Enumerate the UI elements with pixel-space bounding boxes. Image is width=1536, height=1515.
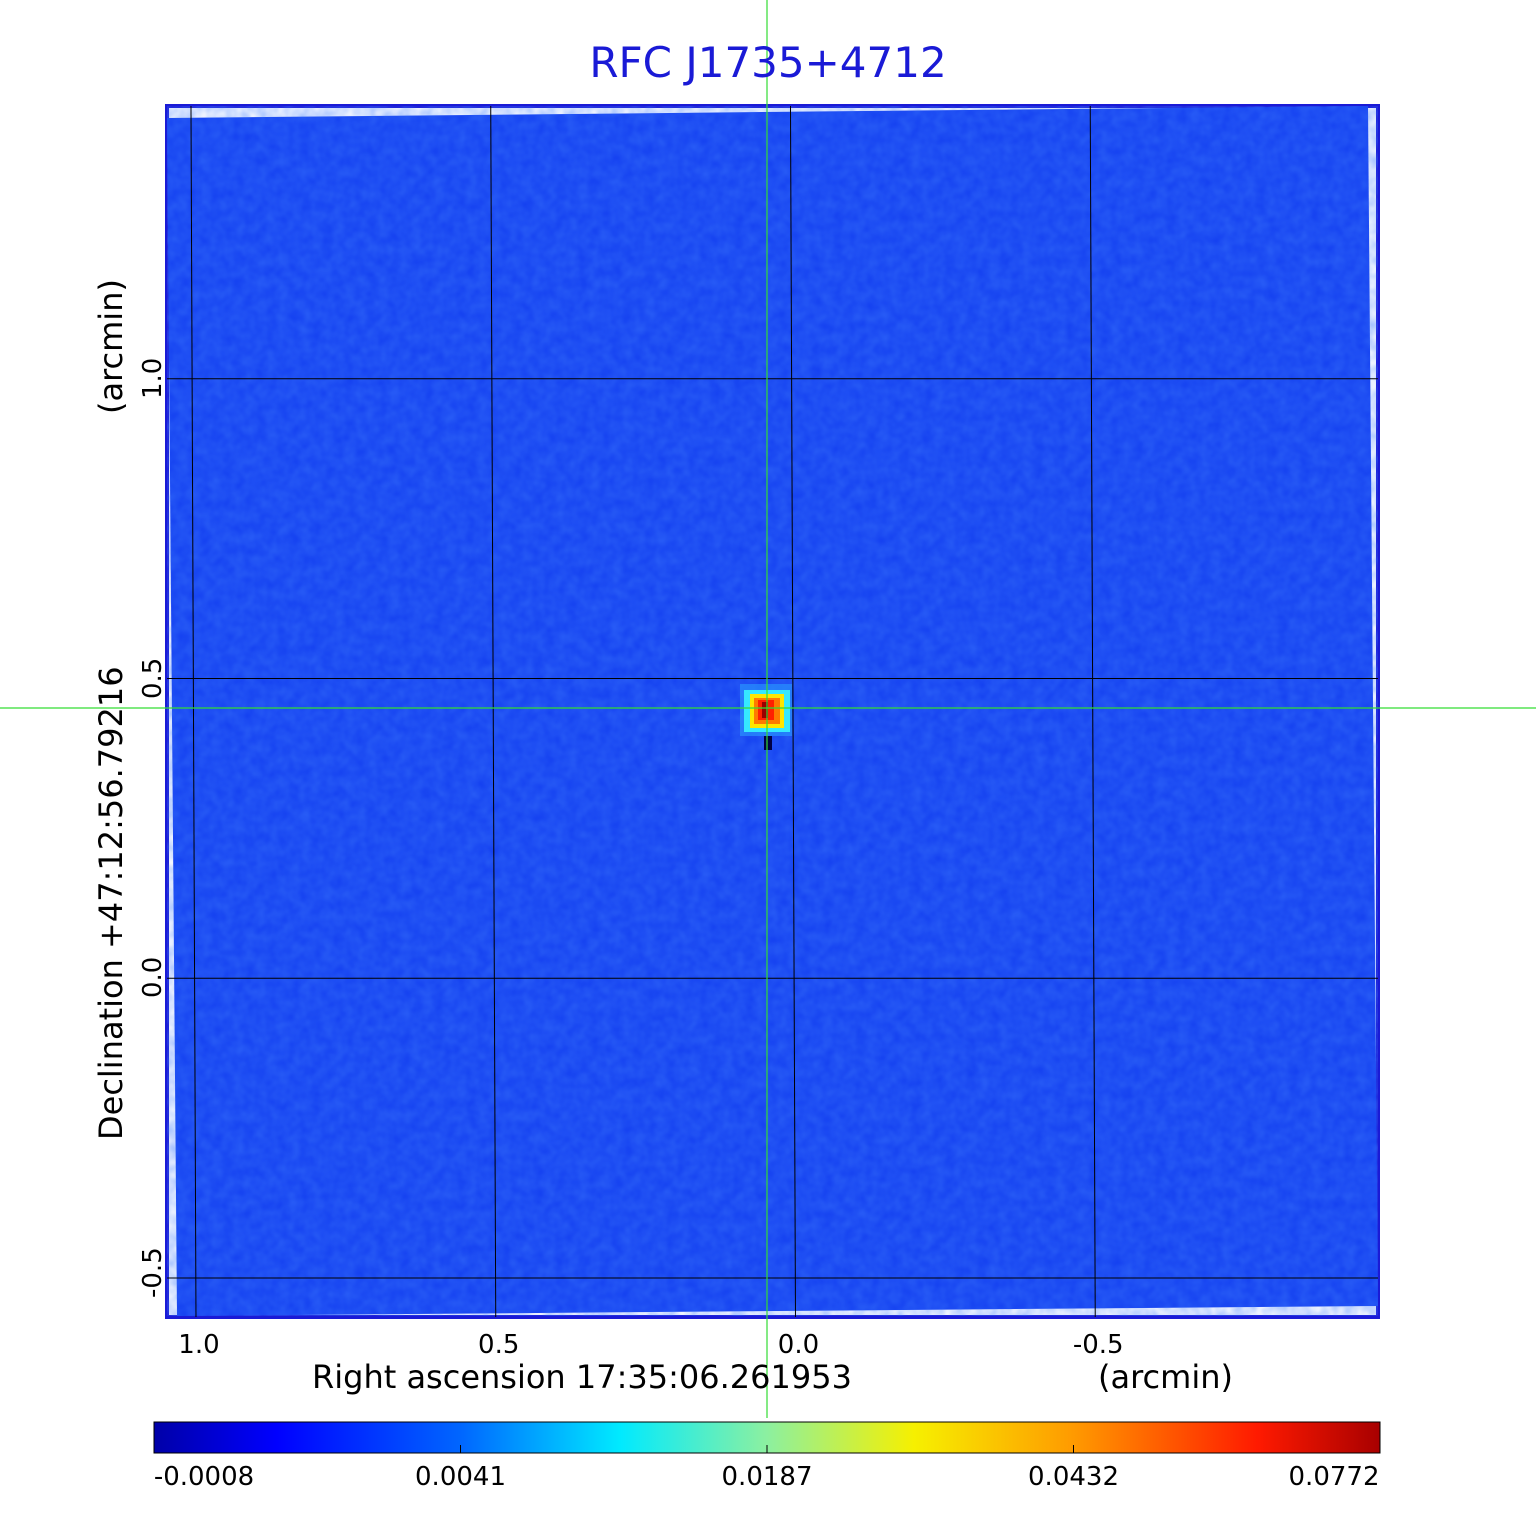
colorbar-label: 0.0432 <box>1028 1462 1119 1492</box>
colorbar-label: 0.0041 <box>415 1462 506 1492</box>
y-axis-unit: (arcmin) <box>92 279 130 414</box>
x-tick-label: 1.0 <box>178 1330 220 1360</box>
x-axis-label: Right ascension 17:35:06.261953 <box>312 1358 852 1396</box>
colorbar-label: 0.0187 <box>721 1462 813 1492</box>
coordinate-grid <box>167 105 1378 1318</box>
plot-title: RFC J1735+4712 <box>589 38 947 87</box>
colorbar-label: -0.0008 <box>153 1462 255 1492</box>
x-tick-label: 0.0 <box>777 1330 820 1360</box>
x-tick-label: 0.5 <box>478 1330 520 1360</box>
colorbar-ticks <box>153 1445 1381 1453</box>
grid-line-x <box>190 105 197 1318</box>
x-axis-unit: (arcmin) <box>1098 1358 1233 1396</box>
grid-line-x <box>490 105 497 1318</box>
colorbar-label: 0.0772 <box>1288 1462 1380 1492</box>
y-axis-label: Declination +47:12:56.79216 <box>92 666 130 1140</box>
y-tick-label: 0.5 <box>138 657 168 699</box>
y-tick-label: -0.5 <box>138 1247 168 1299</box>
grid-line-x <box>789 105 796 1318</box>
y-tick-label: 1.0 <box>138 357 168 399</box>
x-tick-label: -0.5 <box>1072 1330 1124 1360</box>
y-tick-label: 0.0 <box>138 956 168 999</box>
grid-line-x <box>1089 105 1096 1318</box>
